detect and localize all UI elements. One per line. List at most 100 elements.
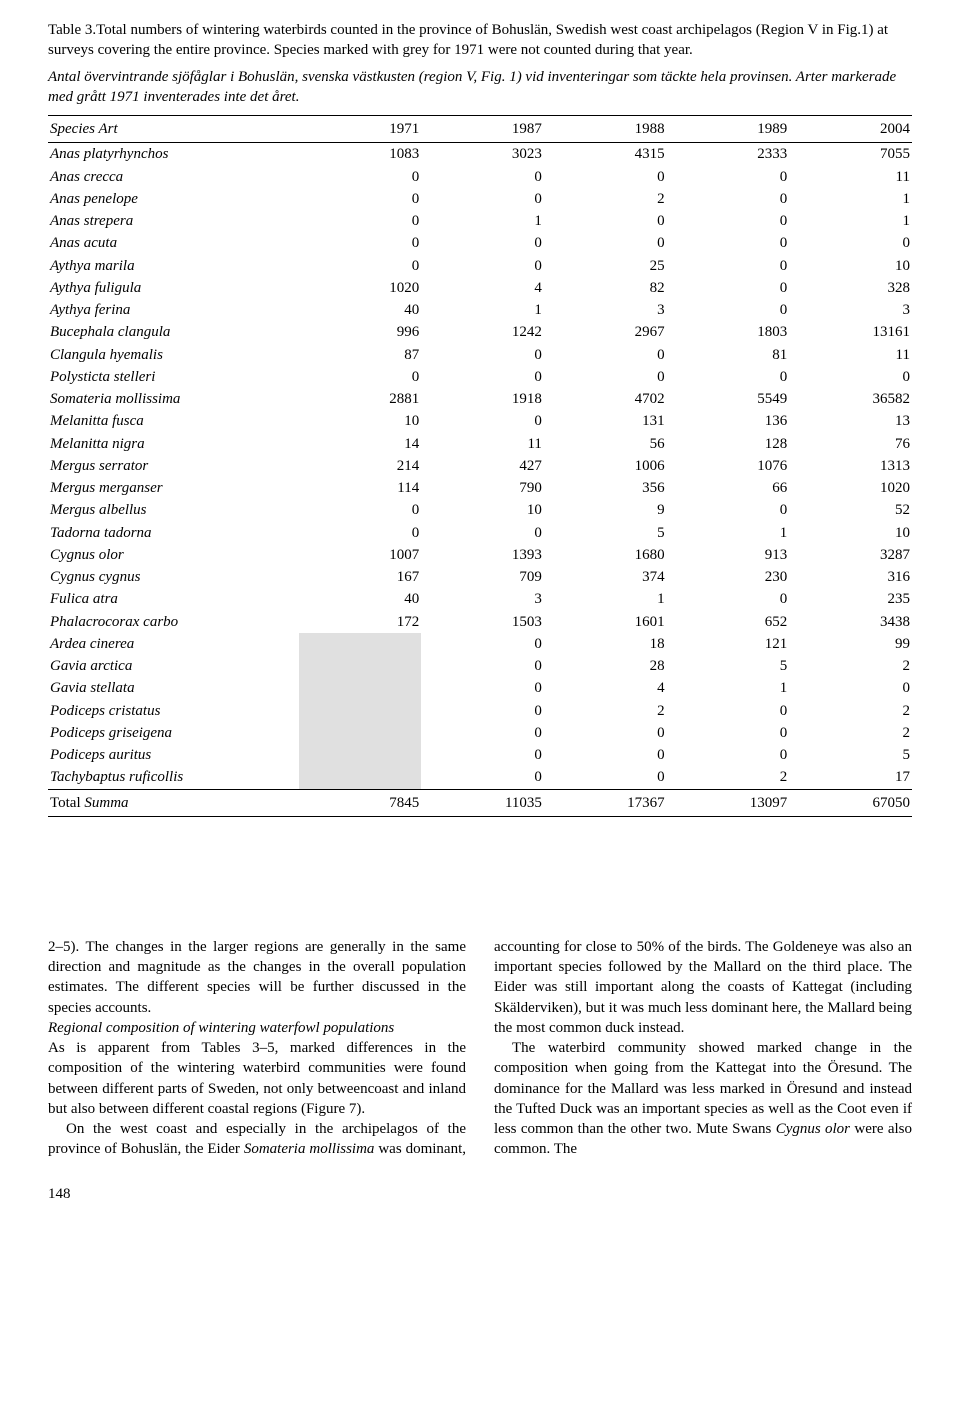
value-cell: 652 xyxy=(667,611,790,633)
value-cell: 230 xyxy=(667,566,790,588)
table-row: Aythya fuligula10204820328 xyxy=(48,277,912,299)
value-cell: 0 xyxy=(667,299,790,321)
value-cell: 0 xyxy=(421,744,544,766)
value-cell: 4702 xyxy=(544,388,667,410)
value-cell: 0 xyxy=(421,344,544,366)
value-cell: 427 xyxy=(421,455,544,477)
value-cell: 0 xyxy=(299,255,422,277)
table-row: Clangula hyemalis87008111 xyxy=(48,344,912,366)
value-cell xyxy=(299,722,422,744)
value-cell: 0 xyxy=(544,766,667,789)
total-cell: 11035 xyxy=(421,789,544,816)
value-cell: 1083 xyxy=(299,143,422,166)
species-cell: Gavia arctica xyxy=(48,655,299,677)
header-year: 1988 xyxy=(544,116,667,143)
table-row: Cygnus cygnus167709374230316 xyxy=(48,566,912,588)
value-cell: 5 xyxy=(667,655,790,677)
total-cell: 17367 xyxy=(544,789,667,816)
value-cell: 0 xyxy=(544,744,667,766)
header-year: 1971 xyxy=(299,116,422,143)
species-cell: Anas penelope xyxy=(48,188,299,210)
table-row: Ardea cinerea01812199 xyxy=(48,633,912,655)
value-cell: 81 xyxy=(667,344,790,366)
value-cell: 1 xyxy=(667,522,790,544)
species-cell: Phalacrocorax carbo xyxy=(48,611,299,633)
table-row: Mergus albellus0109052 xyxy=(48,499,912,521)
value-cell: 0 xyxy=(421,633,544,655)
value-cell: 1393 xyxy=(421,544,544,566)
species-cell: Anas crecca xyxy=(48,166,299,188)
value-cell: 1503 xyxy=(421,611,544,633)
value-cell: 1313 xyxy=(789,455,912,477)
value-cell: 3 xyxy=(544,299,667,321)
value-cell: 1007 xyxy=(299,544,422,566)
value-cell: 356 xyxy=(544,477,667,499)
value-cell: 2967 xyxy=(544,321,667,343)
table-row: Aythya marila0025010 xyxy=(48,255,912,277)
table-row: Anas strepera01001 xyxy=(48,210,912,232)
table-header-row: Species Art 1971 1987 1988 1989 2004 xyxy=(48,116,912,143)
value-cell: 114 xyxy=(299,477,422,499)
value-cell: 1 xyxy=(544,588,667,610)
value-cell: 1242 xyxy=(421,321,544,343)
value-cell: 1680 xyxy=(544,544,667,566)
value-cell: 5 xyxy=(789,744,912,766)
species-cell: Podiceps auritus xyxy=(48,744,299,766)
value-cell: 0 xyxy=(421,188,544,210)
species-cell: Mergus merganser xyxy=(48,477,299,499)
value-cell: 2 xyxy=(667,766,790,789)
value-cell: 0 xyxy=(667,722,790,744)
value-cell: 0 xyxy=(667,366,790,388)
value-cell xyxy=(299,744,422,766)
value-cell xyxy=(299,677,422,699)
value-cell: 0 xyxy=(789,232,912,254)
species-cell: Somateria mollissima xyxy=(48,388,299,410)
value-cell xyxy=(299,633,422,655)
value-cell: 0 xyxy=(421,255,544,277)
table-total-row: Total Summa 7845 11035 17367 13097 67050 xyxy=(48,789,912,816)
species-cell: Aythya fuligula xyxy=(48,277,299,299)
value-cell: 0 xyxy=(299,522,422,544)
species-cell: Anas strepera xyxy=(48,210,299,232)
value-cell: 0 xyxy=(667,744,790,766)
value-cell: 2333 xyxy=(667,143,790,166)
value-cell: 3 xyxy=(421,588,544,610)
species-cell: Polysticta stelleri xyxy=(48,366,299,388)
table-row: Fulica atra40310235 xyxy=(48,588,912,610)
table-row: Mergus serrator214427100610761313 xyxy=(48,455,912,477)
table-caption-sv: Antal övervintrande sjöfåglar i Bohuslän… xyxy=(48,67,912,108)
value-cell: 40 xyxy=(299,299,422,321)
value-cell: 3 xyxy=(789,299,912,321)
table-row: Polysticta stelleri00000 xyxy=(48,366,912,388)
value-cell: 7055 xyxy=(789,143,912,166)
value-cell: 0 xyxy=(667,277,790,299)
value-cell: 14 xyxy=(299,433,422,455)
value-cell: 0 xyxy=(421,366,544,388)
value-cell: 0 xyxy=(421,677,544,699)
value-cell: 0 xyxy=(299,232,422,254)
value-cell: 9 xyxy=(544,499,667,521)
value-cell: 82 xyxy=(544,277,667,299)
value-cell: 131 xyxy=(544,410,667,432)
value-cell: 0 xyxy=(789,677,912,699)
value-cell: 11 xyxy=(789,344,912,366)
value-cell: 0 xyxy=(544,366,667,388)
value-cell: 374 xyxy=(544,566,667,588)
table-row: Cygnus olor1007139316809133287 xyxy=(48,544,912,566)
value-cell: 0 xyxy=(421,232,544,254)
value-cell: 2 xyxy=(789,700,912,722)
species-cell: Podiceps griseigena xyxy=(48,722,299,744)
value-cell: 13161 xyxy=(789,321,912,343)
value-cell: 0 xyxy=(299,210,422,232)
value-cell: 11 xyxy=(421,433,544,455)
value-cell: 0 xyxy=(789,366,912,388)
value-cell: 52 xyxy=(789,499,912,521)
table-row: Gavia stellata0410 xyxy=(48,677,912,699)
table-row: Anas platyrhynchos10833023431523337055 xyxy=(48,143,912,166)
value-cell: 0 xyxy=(421,700,544,722)
table-row: Gavia arctica02852 xyxy=(48,655,912,677)
table-row: Melanitta fusca10013113613 xyxy=(48,410,912,432)
species-cell: Cygnus olor xyxy=(48,544,299,566)
value-cell: 1803 xyxy=(667,321,790,343)
total-cell: 13097 xyxy=(667,789,790,816)
